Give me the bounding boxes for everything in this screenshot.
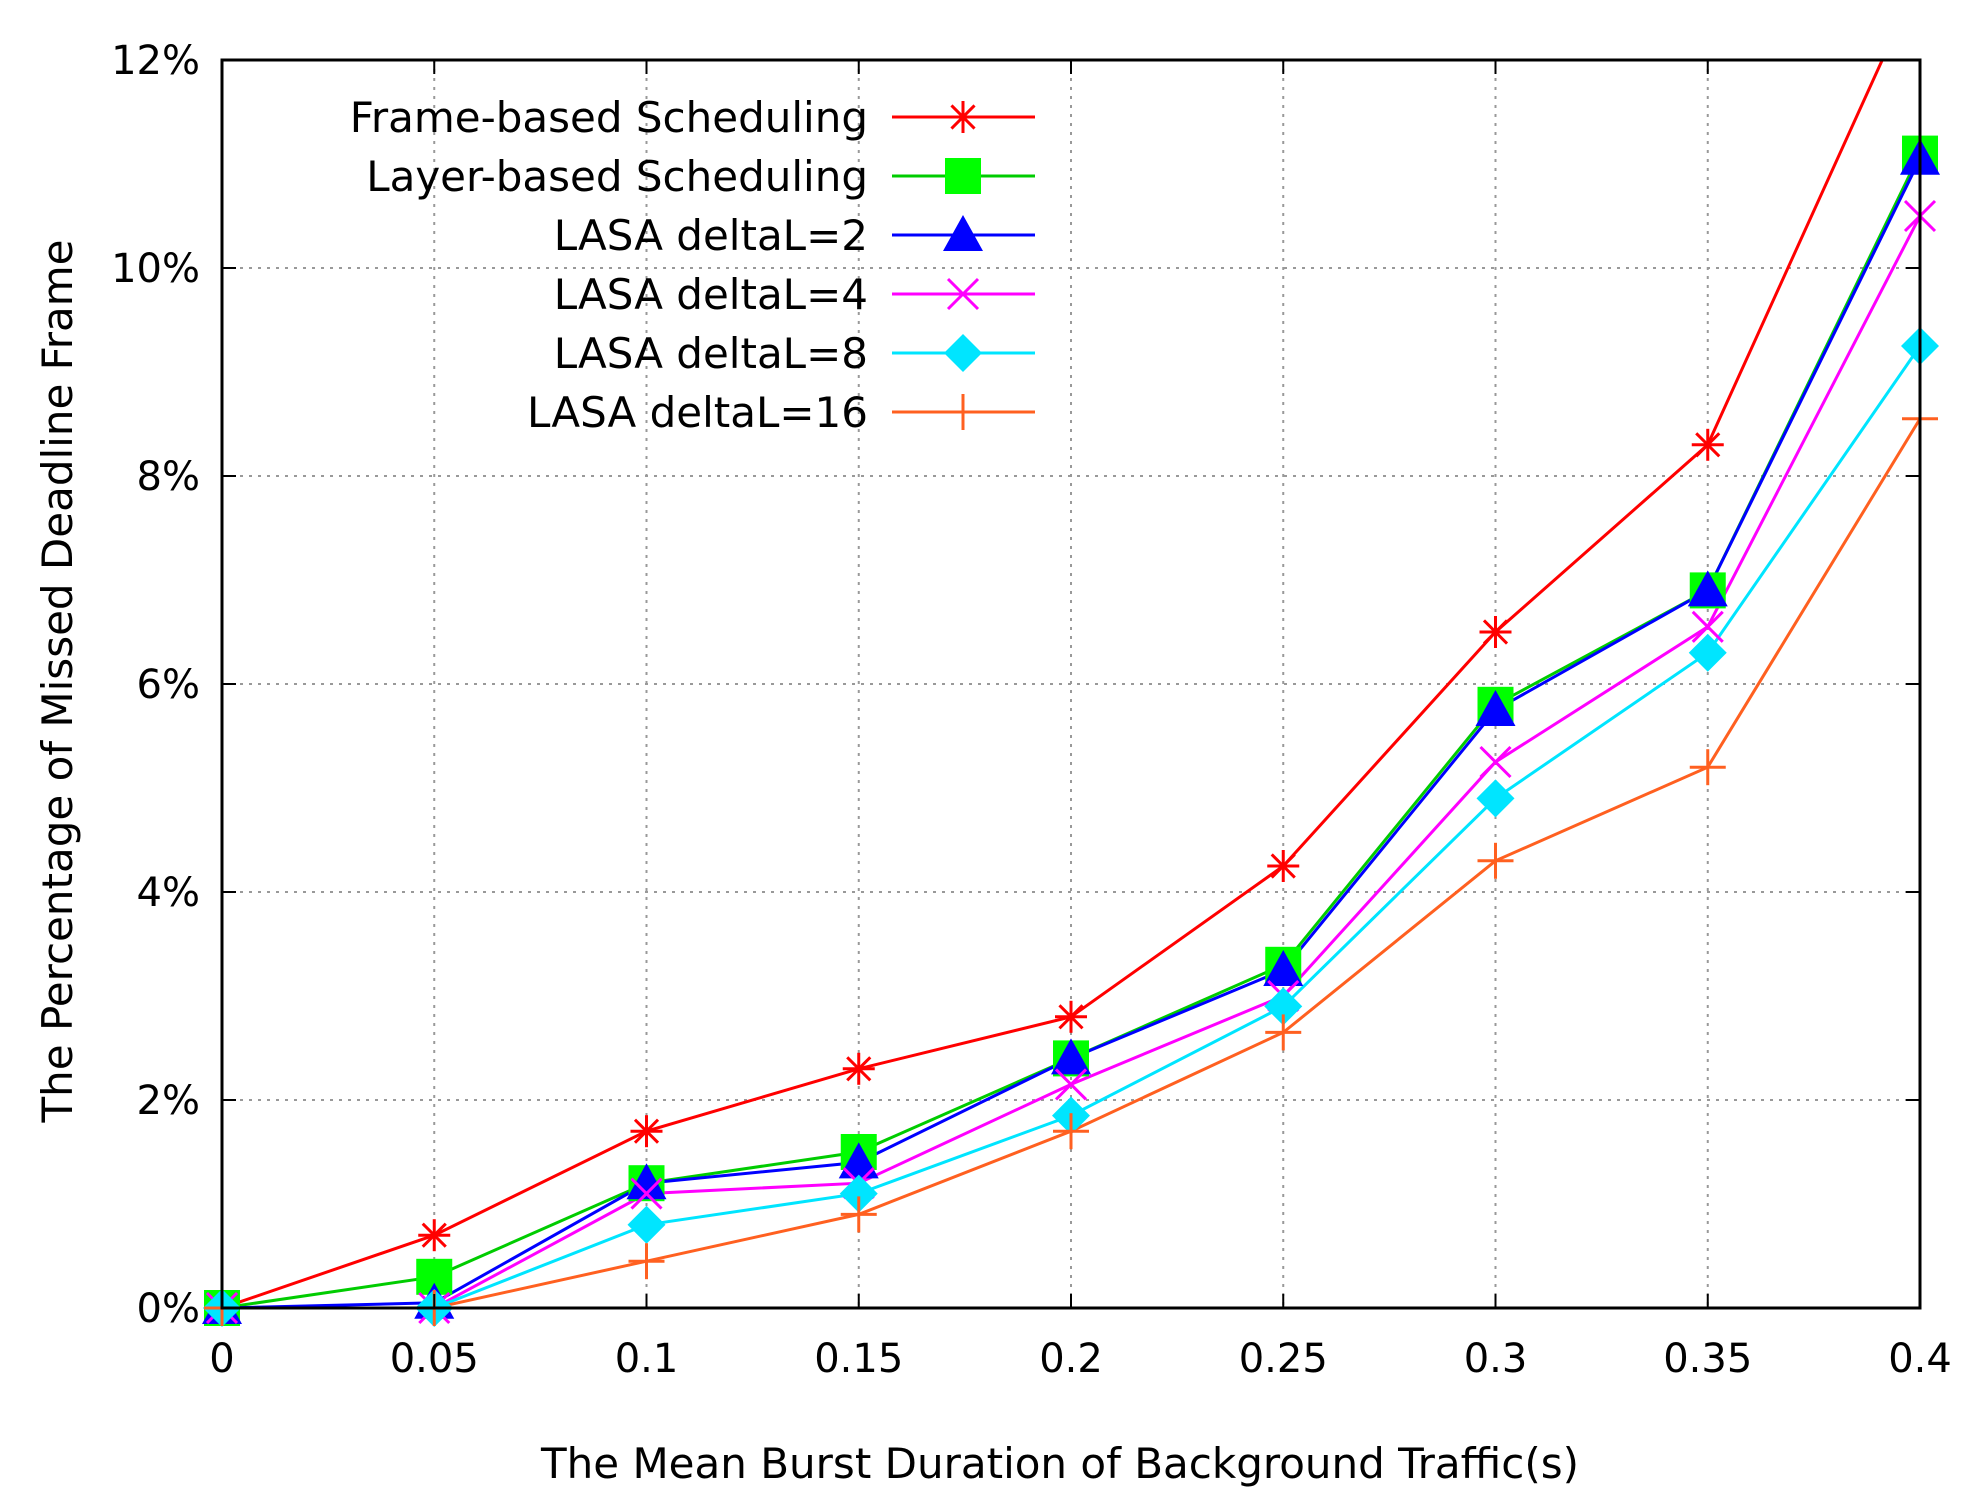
y-tick-label: 2%	[137, 1078, 200, 1124]
y-axis-tick-labels: 0% 2% 4% 6% 8% 10% 12%	[111, 38, 200, 1332]
y-tick-label: 6%	[137, 662, 200, 708]
legend-item: Layer-based Scheduling	[366, 152, 1035, 201]
x-tick-label: 0.3	[1464, 1336, 1528, 1382]
legend-label: Frame-based Scheduling	[350, 93, 868, 142]
legend-swatch-marker	[945, 158, 981, 194]
data-point	[1054, 1068, 1088, 1101]
data-point	[1479, 616, 1512, 648]
data-point	[838, 1142, 879, 1179]
data-point	[1265, 1014, 1302, 1051]
data-point	[1263, 950, 1304, 986]
data-point	[1051, 1038, 1091, 1075]
data-point	[1476, 779, 1515, 818]
data-point	[627, 1205, 666, 1244]
legend-item: LASA deltaL=16	[527, 388, 1035, 437]
y-tick-label: 4%	[137, 870, 200, 916]
legend-label: LASA deltaL=16	[527, 388, 868, 437]
x-axis-tick-labels: 0 0.05 0.1 0.15 0.2 0.25 0.3 0.35 0.4	[209, 1336, 1952, 1382]
x-tick-label: 0.4	[1888, 1336, 1952, 1382]
data-point	[1479, 745, 1512, 779]
legend-swatch-marker	[945, 394, 981, 430]
data-point	[418, 1219, 451, 1252]
x-tick-label: 0	[209, 1336, 234, 1382]
x-tick-label: 0.1	[615, 1336, 679, 1382]
data-point	[842, 1052, 875, 1085]
data-point	[1688, 633, 1727, 672]
y-tick-label: 8%	[137, 454, 200, 500]
grid-lines	[222, 60, 1920, 1308]
x-axis-title: The Mean Burst Duration of Background Tr…	[540, 1439, 1579, 1488]
data-point	[1475, 690, 1516, 726]
data-point	[1477, 842, 1514, 879]
legend-swatch-marker	[947, 101, 979, 133]
x-tick-label: 0.15	[814, 1336, 903, 1382]
data-point	[626, 1163, 667, 1200]
x-tick-label: 0.2	[1039, 1336, 1103, 1382]
data-point	[630, 1115, 663, 1148]
data-point	[1691, 610, 1724, 643]
data-point	[1264, 987, 1303, 1026]
data-point	[1055, 1000, 1087, 1033]
legend-label: LASA deltaL=4	[554, 270, 868, 319]
legend-label: Layer-based Scheduling	[366, 152, 868, 201]
legend-item: LASA deltaL=2	[554, 211, 1035, 260]
x-tick-label: 0.35	[1663, 1336, 1752, 1382]
data-point	[1687, 570, 1728, 607]
data-point	[840, 1196, 877, 1233]
data-point	[1691, 428, 1724, 461]
legend-swatch-marker	[944, 334, 982, 372]
legend-item: LASA deltaL=8	[554, 329, 1035, 378]
legend-swatch-marker	[943, 215, 983, 251]
y-axis-title: The Percentage of Missed Deadline Frame	[33, 239, 82, 1123]
legend-item: LASA deltaL=4	[554, 270, 1035, 319]
data-point	[1053, 1113, 1089, 1150]
legend: Frame-based Scheduling Layer-based Schedu…	[350, 93, 1035, 437]
axis-ticks	[221, 59, 1921, 1309]
legend-item: Frame-based Scheduling	[350, 93, 1035, 142]
x-tick-label: 0.25	[1239, 1336, 1328, 1382]
data-point	[630, 1177, 663, 1210]
y-tick-label: 10%	[111, 246, 200, 292]
y-tick-label: 12%	[111, 38, 200, 84]
data-point	[1267, 850, 1300, 882]
data-point	[1689, 749, 1726, 786]
data-point	[628, 1243, 665, 1280]
legend-label: LASA deltaL=8	[554, 329, 868, 378]
legend-label: LASA deltaL=2	[554, 211, 868, 260]
legend-swatch-marker	[946, 277, 980, 311]
y-tick-label: 0%	[137, 1286, 200, 1332]
x-tick-label: 0.05	[390, 1336, 479, 1382]
data-point	[839, 1174, 878, 1213]
